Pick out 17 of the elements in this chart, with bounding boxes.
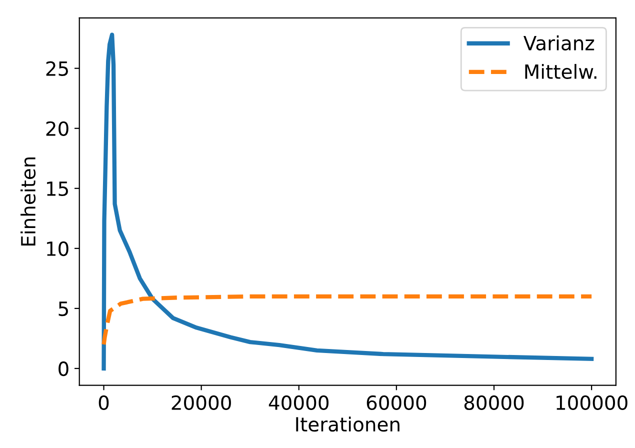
x-tick-label: 60000 [366, 395, 426, 410]
legend-label: Varianz [524, 35, 594, 50]
y-axis-title: Einheiten [20, 157, 36, 246]
x-axis-title: Iterationen [296, 416, 400, 432]
y-tick-label: 20 [46, 121, 68, 136]
x-tick-label: 20000 [172, 395, 231, 410]
x-tick-label: 40000 [268, 395, 329, 410]
x-tick-label: 0 [98, 395, 109, 410]
y-tick-label: 10 [47, 241, 68, 256]
y-tick-label: 0 [58, 361, 68, 376]
y-tick-label: 5 [58, 302, 68, 316]
x-tick-label: 80000 [464, 395, 524, 410]
y-tick-label: 15 [47, 182, 68, 196]
y-tick-label: 25 [46, 61, 68, 76]
legend-label: Mittelw. [525, 64, 596, 80]
line-series [102, 294, 594, 347]
x-tick-label: 100000 [556, 395, 628, 410]
